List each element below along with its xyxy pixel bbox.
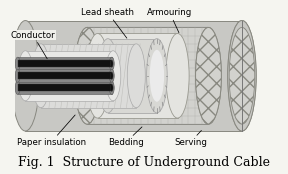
Ellipse shape (15, 81, 20, 94)
Ellipse shape (74, 27, 100, 124)
Ellipse shape (109, 69, 114, 82)
Ellipse shape (111, 84, 113, 91)
Polygon shape (18, 60, 112, 67)
Ellipse shape (109, 57, 114, 70)
Ellipse shape (196, 27, 221, 124)
Text: Bedding: Bedding (108, 127, 144, 147)
Polygon shape (87, 27, 209, 124)
Polygon shape (25, 51, 113, 101)
Ellipse shape (15, 57, 20, 70)
Ellipse shape (127, 44, 145, 108)
Ellipse shape (74, 27, 100, 124)
Text: Fig. 1  Structure of Underground Cable: Fig. 1 Structure of Underground Cable (18, 156, 270, 169)
Polygon shape (108, 39, 157, 113)
Polygon shape (41, 44, 136, 108)
Polygon shape (18, 69, 112, 82)
Ellipse shape (228, 21, 256, 131)
Ellipse shape (229, 30, 255, 122)
Ellipse shape (18, 51, 33, 101)
Ellipse shape (15, 69, 20, 82)
Ellipse shape (105, 51, 121, 101)
Ellipse shape (32, 44, 50, 108)
Ellipse shape (147, 39, 167, 113)
Polygon shape (98, 33, 177, 118)
Polygon shape (18, 84, 112, 91)
Ellipse shape (111, 60, 113, 67)
Text: Conductor: Conductor (11, 31, 56, 59)
Polygon shape (18, 81, 112, 94)
Polygon shape (18, 57, 112, 70)
Text: Armouring: Armouring (147, 8, 192, 33)
Ellipse shape (229, 27, 255, 124)
Ellipse shape (196, 27, 221, 124)
Text: Lead sheath: Lead sheath (82, 8, 134, 38)
Ellipse shape (150, 50, 164, 102)
Ellipse shape (111, 72, 113, 79)
Ellipse shape (228, 21, 256, 131)
Ellipse shape (11, 21, 39, 131)
Polygon shape (87, 27, 209, 124)
Polygon shape (25, 21, 242, 131)
Text: Serving: Serving (174, 130, 207, 147)
Ellipse shape (98, 39, 118, 113)
Text: Paper insulation: Paper insulation (17, 115, 86, 147)
Ellipse shape (109, 81, 114, 94)
Polygon shape (18, 72, 112, 79)
Ellipse shape (166, 33, 189, 118)
Ellipse shape (86, 33, 109, 118)
